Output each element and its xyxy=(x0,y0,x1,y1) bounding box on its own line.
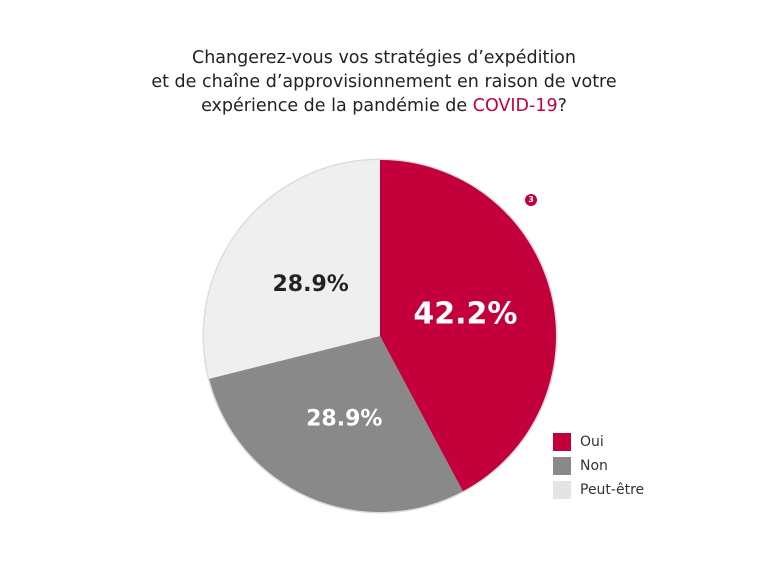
legend-swatch xyxy=(553,433,571,451)
data-label-1: 28.9% xyxy=(306,406,382,431)
title-highlight: COVID-19 xyxy=(472,96,558,116)
footnote-badge[interactable]: 3 xyxy=(525,194,537,206)
legend-item-2: Peut-être xyxy=(553,478,644,502)
title-line-3: expérience de la pandémie de COVID-19? xyxy=(0,94,768,118)
data-label-2: 28.9% xyxy=(272,272,348,297)
title-line-3-end: ? xyxy=(557,96,567,116)
title-line-2: et de chaîne d’approvisionnement en rais… xyxy=(151,72,617,92)
pie-slice-0 xyxy=(380,160,557,492)
title-line-3-text: expérience de la pandémie de xyxy=(201,96,473,116)
title-line-1: Changerez-vous vos stratégies d’expéditi… xyxy=(192,48,576,68)
data-label-0: 42.2% xyxy=(413,297,517,332)
pie-slice-2 xyxy=(203,160,380,379)
legend-swatch xyxy=(553,481,571,499)
legend-swatch xyxy=(553,457,571,475)
pie-slice-1 xyxy=(209,336,463,513)
legend: Oui Non Peut-être xyxy=(553,430,644,502)
legend-label: Non xyxy=(580,458,608,474)
chart-title: Changerez-vous vos stratégies d’expéditi… xyxy=(0,46,768,118)
legend-label: Peut-être xyxy=(580,482,645,498)
legend-item-1: Non xyxy=(553,454,644,478)
legend-label: Oui xyxy=(580,434,604,450)
legend-item-0: Oui xyxy=(553,430,644,454)
